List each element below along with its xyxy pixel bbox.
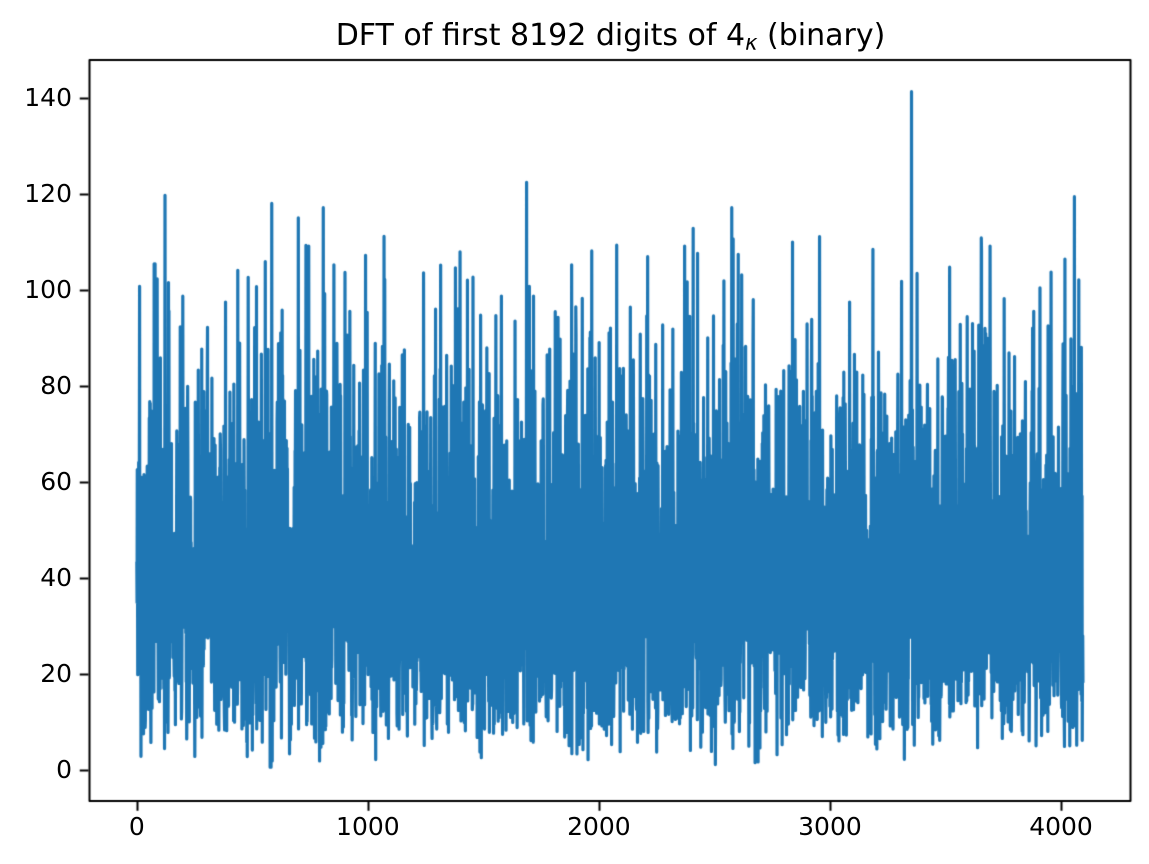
chart-title-suffix: (binary) <box>757 18 886 53</box>
chart-title: DFT of first 8192 digits of 4κ (binary) <box>90 18 1131 55</box>
y-tick-label: 20 <box>40 658 72 688</box>
y-tick-label: 100 <box>24 275 72 305</box>
x-tick-label: 2000 <box>567 812 631 841</box>
y-tick-label: 140 <box>24 83 72 113</box>
chart-title-subscript-kappa: κ <box>745 30 758 55</box>
x-tick-label: 4000 <box>1029 812 1093 841</box>
y-tick-label: 40 <box>40 562 72 592</box>
y-tick-label: 120 <box>24 179 72 209</box>
x-tick-label: 0 <box>128 812 145 841</box>
x-tick-label: 1000 <box>336 812 400 841</box>
y-tick-label: 0 <box>56 754 72 784</box>
y-tick-label: 60 <box>40 467 72 497</box>
x-tick-label: 3000 <box>798 812 862 841</box>
chart-title-prefix: DFT of first 8192 digits of 4 <box>335 18 746 53</box>
y-tick-label: 80 <box>40 371 72 401</box>
